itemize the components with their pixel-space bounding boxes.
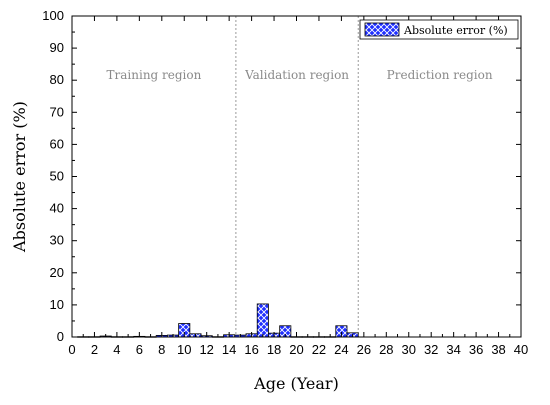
- x-tick-label-26: 26: [357, 342, 371, 357]
- region-dividers: [235, 16, 359, 337]
- x-tick-label-16: 16: [244, 342, 258, 357]
- x-tick-label-24: 24: [334, 342, 348, 357]
- x-tick-label-4: 4: [113, 342, 120, 357]
- y-tick-label-40: 40: [50, 201, 64, 216]
- x-tick-label-22: 22: [312, 342, 326, 357]
- y-axis-ticks: 0 10 20 30 40 50 60 70 80 90 100: [42, 8, 521, 344]
- y-axis-title: Absolute error (%): [10, 101, 29, 253]
- bars: [77, 303, 359, 338]
- x-tick-label-32: 32: [424, 342, 438, 357]
- region-labels: Training region Validation region Predicti…: [107, 68, 493, 82]
- y-tick-label-60: 60: [50, 136, 64, 151]
- y-tick-label-80: 80: [50, 72, 64, 87]
- y-tick-label-20: 20: [50, 265, 64, 280]
- legend-box: [359, 19, 519, 40]
- x-tick-label-14: 14: [222, 342, 236, 357]
- x-tick-label-6: 6: [136, 342, 143, 357]
- x-tick-label-20: 20: [289, 342, 303, 357]
- legend-swatch: [364, 22, 400, 37]
- x-tick-label-30: 30: [402, 342, 416, 357]
- legend-label: Absolute error (%): [403, 24, 508, 37]
- x-tick-label-34: 34: [446, 342, 460, 357]
- bar-17: [256, 303, 269, 338]
- x-tick-label-40: 40: [514, 342, 528, 357]
- x-tick-label-2: 2: [91, 342, 98, 357]
- y-tick-label-0: 0: [57, 329, 64, 344]
- y-tick-label-90: 90: [50, 40, 64, 55]
- y-tick-label-70: 70: [50, 104, 64, 119]
- x-axis-title: Age (Year): [253, 374, 339, 393]
- region-label-0: Training region: [107, 68, 202, 82]
- x-tick-label-38: 38: [491, 342, 505, 357]
- x-tick-label-28: 28: [379, 342, 393, 357]
- x-axis-ticks: 0 2 4 6 8 10 12 14 16 18 20 22 24 26 28 30 32 34 36 38 40: [68, 16, 528, 357]
- plot-frame: [71, 15, 522, 338]
- y-tick-label-10: 10: [50, 297, 64, 312]
- x-tick-label-0: 0: [68, 342, 75, 357]
- y-tick-label-30: 30: [50, 233, 64, 248]
- x-tick-label-36: 36: [469, 342, 483, 357]
- x-tick-label-8: 8: [158, 342, 165, 357]
- x-tick-label-12: 12: [199, 342, 213, 357]
- y-tick-label-50: 50: [50, 169, 64, 184]
- x-tick-label-10: 10: [177, 342, 191, 357]
- region-label-1: Validation region: [244, 68, 349, 82]
- region-label-2: Prediction region: [387, 68, 493, 82]
- y-tick-label-100: 100: [42, 8, 64, 23]
- x-tick-label-18: 18: [267, 342, 281, 357]
- legend: Absolute error (%): [359, 19, 519, 40]
